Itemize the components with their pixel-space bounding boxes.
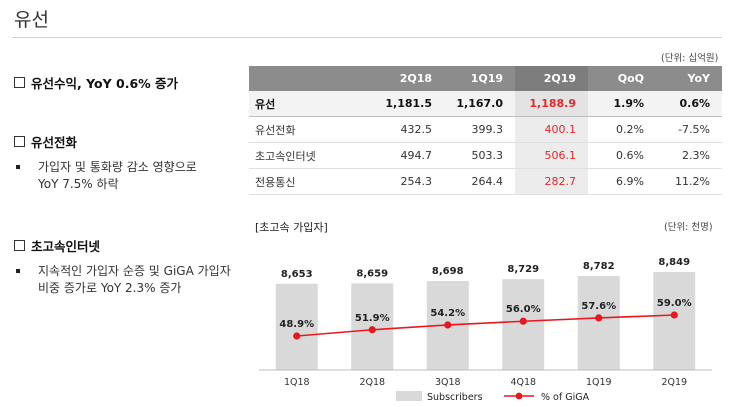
- bar-value-label: 8,653: [281, 269, 313, 280]
- bullet-line: YoY 7.5% 하락: [38, 177, 119, 191]
- table-header-row: 2Q18 1Q19 2Q19 QoQ YoY: [249, 66, 722, 91]
- column-header: 2Q19: [515, 66, 588, 91]
- section-wired-revenue: 유선수익, YoY 0.6% 증가: [14, 73, 178, 92]
- table-row: 유선전화 432.5 399.3 400.1 0.2% -7.5%: [249, 116, 722, 143]
- bullet-item: 가입자 및 통화량 감소 영향으로 YoY 7.5% 하락: [14, 159, 197, 193]
- line-value-label: 57.6%: [581, 301, 616, 312]
- line-value-label: 54.2%: [430, 308, 465, 319]
- section-broadband: 초고속인터넷 지속적인 가입자 순증 및 GiGA 가입자 비중 증가로 YoY…: [14, 236, 231, 297]
- table-cell: 432.5: [369, 116, 444, 143]
- section-heading: 유선수익, YoY 0.6% 증가: [31, 76, 179, 91]
- bar-value-label: 8,729: [507, 264, 539, 275]
- chart-title: [초고속 가입자]: [255, 221, 328, 234]
- column-header: YoY: [656, 66, 722, 91]
- bar-value-label: 8,698: [432, 266, 464, 277]
- legend-label: Subscribers: [427, 392, 483, 403]
- table-cell: 400.1: [515, 116, 588, 143]
- table-cell: 6.9%: [588, 168, 656, 195]
- broadband-subscriber-chart: 8,653 1Q18 8,659 2Q18 8,698 3Q18 8,729 4Q18 8,78…: [259, 257, 712, 403]
- table-cell: 254.3: [369, 168, 444, 195]
- table-cell: 264.4: [444, 168, 515, 195]
- table-row: 전용통신 254.3 264.4 282.7 6.9% 11.2%: [249, 168, 722, 195]
- column-header: 2Q18: [369, 66, 444, 91]
- row-label: 전용통신: [249, 168, 369, 195]
- x-tick-label: 2Q19: [661, 377, 687, 388]
- legend-label: % of GiGA: [541, 392, 590, 403]
- page-title: 유선: [14, 9, 49, 31]
- table-cell: 1,167.0: [444, 91, 515, 117]
- table-row: 유선 1,181.5 1,167.0 1,188.9 1.9% 0.6%: [249, 91, 722, 117]
- chart-unit-label: (단위: 천명): [664, 222, 713, 233]
- table-cell: 11.2%: [656, 168, 722, 195]
- checkbox-square-icon: [14, 77, 25, 88]
- subscriber-bar: [653, 272, 696, 370]
- title-divider: [12, 37, 722, 38]
- legend-line-marker: [515, 392, 523, 400]
- table-cell: 399.3: [444, 116, 515, 143]
- row-label: 유선전화: [249, 116, 369, 143]
- bar-value-label: 8,659: [356, 268, 388, 279]
- line-value-label: 56.0%: [506, 304, 541, 315]
- table-row: 초고속인터넷 494.7 503.3 506.1 0.6% 2.3%: [249, 142, 722, 169]
- table-cell: 1,188.9: [515, 91, 588, 117]
- revenue-table: 2Q18 1Q19 2Q19 QoQ YoY 유선 1,181.5 1,167.…: [249, 66, 722, 195]
- table-cell: 494.7: [369, 142, 444, 169]
- table-cell: 0.6%: [588, 142, 656, 169]
- x-tick-label: 3Q18: [435, 377, 461, 388]
- bar-value-label: 8,782: [583, 261, 615, 272]
- column-header: QoQ: [588, 66, 656, 91]
- giga-share-point: [368, 326, 376, 334]
- bullet-item: 지속적인 가입자 순증 및 GiGA 가입자 비중 증가로 YoY 2.3% 증…: [14, 263, 231, 297]
- row-label: 초고속인터넷: [249, 142, 369, 169]
- table-cell: -7.5%: [656, 116, 722, 143]
- bullet-square-icon: [16, 269, 20, 273]
- table-cell: 0.6%: [656, 91, 722, 117]
- giga-share-line: [296, 314, 675, 337]
- subscriber-bar: [577, 276, 620, 370]
- bullet-line: 가입자 및 통화량 감소 영향으로: [38, 160, 197, 174]
- row-label: 유선: [249, 91, 369, 117]
- bullet-line: 지속적인 가입자 순증 및 GiGA 가입자: [38, 264, 231, 278]
- x-tick-label: 4Q18: [510, 377, 536, 388]
- bar-value-label: 8,849: [658, 257, 690, 268]
- line-value-label: 51.9%: [355, 313, 390, 324]
- table-cell: 1.9%: [588, 91, 656, 117]
- legend-bar-swatch: [396, 391, 422, 401]
- table-cell: 506.1: [515, 142, 588, 169]
- section-wired-phone: 유선전화 가입자 및 통화량 감소 영향으로 YoY 7.5% 하락: [14, 132, 197, 193]
- giga-share-point: [670, 311, 678, 319]
- checkbox-square-icon: [14, 136, 25, 147]
- table-cell: 2.3%: [656, 142, 722, 169]
- table-cell: 282.7: [515, 168, 588, 195]
- section-heading: 초고속인터넷: [31, 239, 101, 254]
- checkbox-square-icon: [14, 240, 25, 251]
- x-tick-label: 2Q18: [359, 377, 385, 388]
- section-heading: 유선전화: [31, 135, 78, 150]
- column-header: 1Q19: [444, 66, 515, 91]
- table-cell: 503.3: [444, 142, 515, 169]
- x-tick-label: 1Q19: [586, 377, 612, 388]
- giga-share-point: [293, 332, 301, 340]
- table-cell: 0.2%: [588, 116, 656, 143]
- bullet-square-icon: [16, 165, 20, 169]
- bullet-line: 비중 증가로 YoY 2.3% 증가: [38, 281, 182, 295]
- subscriber-bar: [275, 283, 318, 370]
- giga-share-point: [595, 314, 603, 322]
- x-tick-label: 1Q18: [284, 377, 310, 388]
- giga-share-point: [444, 321, 452, 329]
- giga-share-point: [519, 317, 527, 325]
- table-cell: 1,181.5: [369, 91, 444, 117]
- column-header: [249, 66, 369, 91]
- table-unit-label: (단위: 십억원): [661, 53, 719, 64]
- line-value-label: 48.9%: [279, 319, 314, 330]
- line-value-label: 59.0%: [657, 298, 692, 309]
